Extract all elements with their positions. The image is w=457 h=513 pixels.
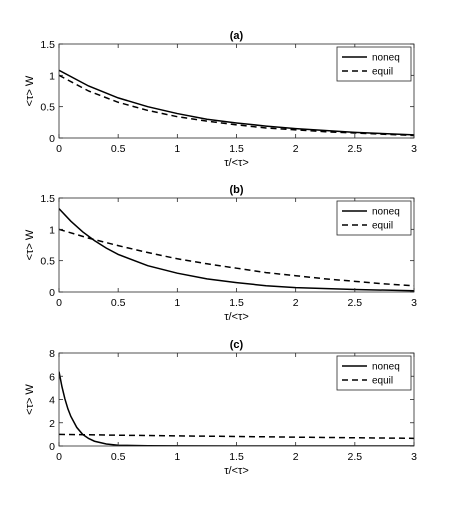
x-tick-label: 1 [174, 297, 180, 309]
y-tick-label: 8 [49, 348, 55, 360]
y-axis-label: <τ> W [24, 229, 36, 260]
series-noneq [59, 208, 414, 292]
legend: noneq equil [336, 46, 412, 82]
y-tick-label: 0 [49, 287, 55, 299]
y-axis-label: <τ> W [24, 384, 36, 415]
x-tick-label: 1.5 [229, 143, 244, 155]
panel-2: (b) 0 0.5 1 1.5 2 2.5 3 0 0.5 1 1.5 τ/<τ> <τ> W noneq e… [24, 184, 417, 323]
x-tick-label: 1 [174, 143, 180, 155]
y-axis-label: <τ> W [24, 75, 36, 106]
y-tick-label: 0 [49, 133, 55, 145]
y-tick-label: 1.5 [40, 39, 55, 51]
y-tick-label: 2 [49, 418, 55, 430]
x-tick-label: 2 [293, 297, 299, 309]
x-tick-label: 1.5 [229, 297, 244, 309]
legend-label: noneq [372, 53, 400, 64]
x-tick-label: 0.5 [111, 143, 126, 155]
x-tick-label: 1 [174, 451, 180, 463]
x-tick-label: 3 [411, 297, 417, 309]
y-tick-label: 1 [49, 70, 55, 82]
panel-title: (a) [230, 30, 244, 42]
x-tick-label: 2.5 [348, 451, 363, 463]
x-tick-label: 2 [293, 451, 299, 463]
legend-label: noneq [372, 207, 400, 218]
legend-label: equil [372, 67, 393, 78]
x-tick-label: 2.5 [348, 143, 363, 155]
y-tick-label: 4 [49, 395, 55, 407]
x-tick-label: 2 [293, 143, 299, 155]
x-tick-label: 0 [56, 143, 62, 155]
y-tick-label: 1 [49, 224, 55, 236]
x-tick-label: 3 [411, 143, 417, 155]
y-tick-label: 0 [49, 441, 55, 453]
legend: noneq equil [336, 355, 412, 391]
legend-label: noneq [372, 362, 400, 373]
panel-title: (c) [230, 339, 244, 351]
x-axis-label: τ/<τ> [224, 157, 249, 169]
x-tick-label: 0.5 [111, 297, 126, 309]
x-tick-label: 1.5 [229, 451, 244, 463]
legend-box [336, 200, 412, 236]
y-tick-label: 0.5 [40, 102, 55, 114]
x-tick-label: 0 [56, 451, 62, 463]
y-tick-label: 1.5 [40, 193, 55, 205]
x-tick-label: 3 [411, 451, 417, 463]
x-tick-label: 0 [56, 297, 62, 309]
panel-1: (a) 0 0.5 1 1.5 2 2.5 3 0 0.5 1 1.5 τ/<τ> <τ> W noneq e… [24, 30, 417, 169]
legend-box [336, 46, 412, 82]
legend: noneq equil [336, 200, 412, 236]
legend-label: equil [372, 221, 393, 232]
legend-label: equil [372, 376, 393, 387]
x-axis-label: τ/<τ> [224, 311, 249, 323]
series-equil [59, 433, 414, 440]
legend-box [336, 355, 412, 391]
panel-title: (b) [229, 184, 243, 196]
y-tick-label: 6 [49, 371, 55, 383]
x-tick-label: 0.5 [111, 451, 126, 463]
series-equil [59, 228, 414, 287]
y-tick-label: 0.5 [40, 256, 55, 268]
x-tick-label: 2.5 [348, 297, 363, 309]
series-equil [59, 74, 414, 137]
panel-3: (c) 0 0.5 1 1.5 2 2.5 3 0 2 4 6 8 τ/<τ> <τ> W noneq equi… [24, 339, 417, 477]
x-axis-label: τ/<τ> [224, 465, 249, 477]
